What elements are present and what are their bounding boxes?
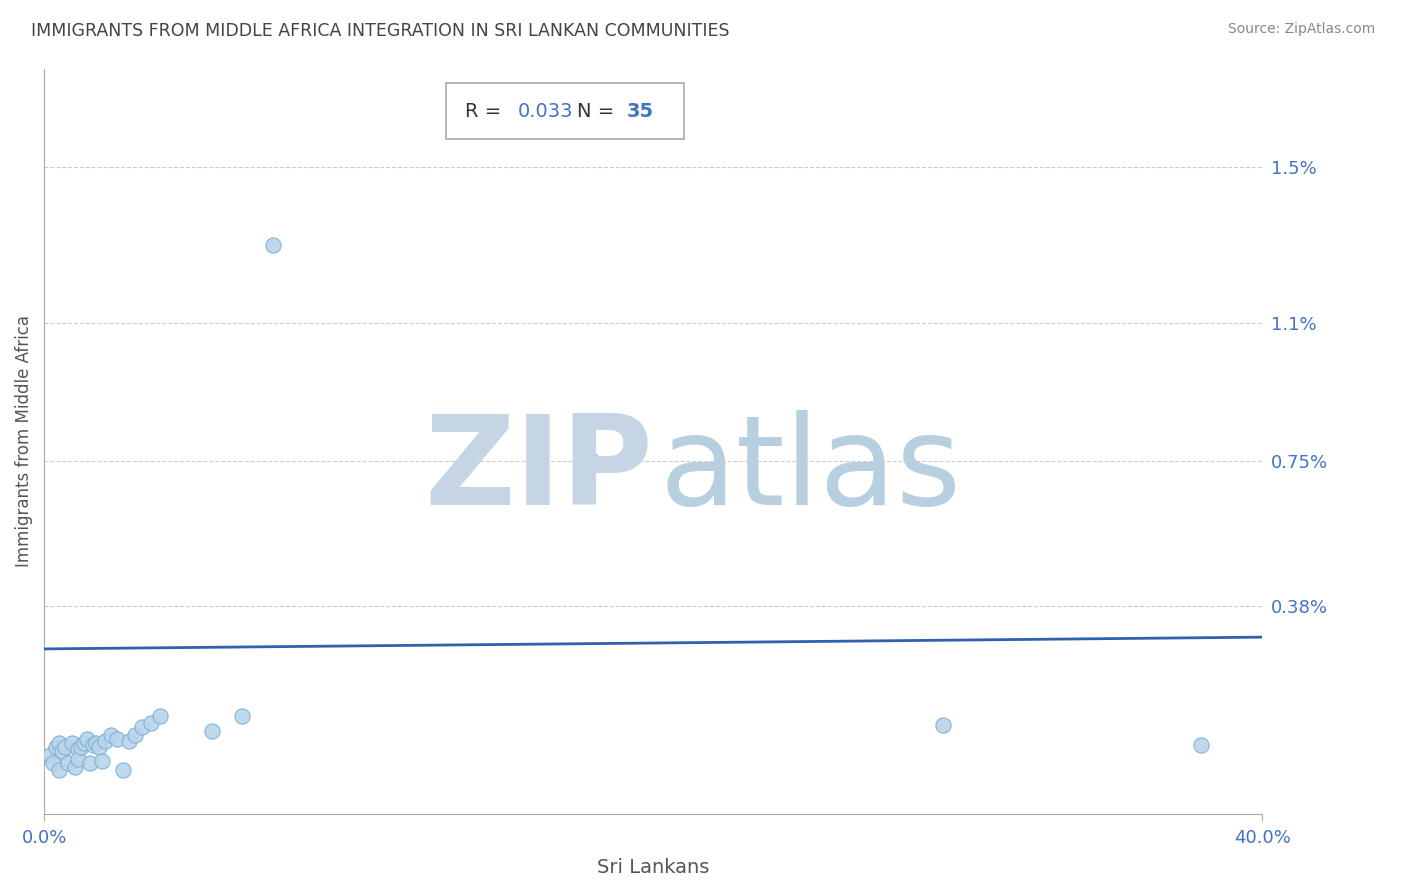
Point (149, 708, 172, 723)
Point (87, 739, 110, 754)
Point (201, 724, 224, 739)
Point (66, 752, 89, 766)
Point (39, 747, 62, 762)
Point (58, 756, 80, 770)
Point (79, 756, 101, 770)
Point (66, 742, 89, 756)
Point (91, 754, 114, 768)
Point (262, 238, 284, 252)
Point (82, 738, 104, 752)
Point (63, 759, 86, 773)
Point (1189, 738, 1212, 752)
Point (124, 728, 146, 742)
Point (60, 736, 83, 750)
Point (55, 739, 77, 754)
Point (48, 736, 70, 750)
Text: Source: ZipAtlas.com: Source: ZipAtlas.com (1227, 22, 1375, 37)
Text: ZIP: ZIP (425, 410, 654, 532)
Point (73, 736, 96, 750)
Point (581, 453, 603, 467)
Point (45, 739, 67, 754)
Y-axis label: Immigrants from Middle Africa: Immigrants from Middle Africa (15, 315, 32, 567)
Point (100, 728, 122, 742)
Point (69, 739, 91, 754)
X-axis label: Sri Lankans: Sri Lankans (598, 858, 710, 877)
Point (112, 764, 135, 778)
Point (94, 734, 117, 748)
Text: atlas: atlas (659, 410, 962, 532)
Point (84, 736, 107, 750)
Text: IMMIGRANTS FROM MIDDLE AFRICA INTEGRATION IN SRI LANKAN COMMUNITIES: IMMIGRANTS FROM MIDDLE AFRICA INTEGRATIO… (31, 22, 730, 40)
Point (139, 716, 162, 731)
Point (105, 732, 128, 747)
Point (131, 720, 153, 734)
Point (931, 718, 953, 732)
Point (231, 708, 253, 723)
Point (48, 764, 70, 778)
Point (118, 734, 141, 748)
Point (42, 756, 65, 770)
Point (76, 732, 98, 747)
Point (51, 744, 73, 758)
